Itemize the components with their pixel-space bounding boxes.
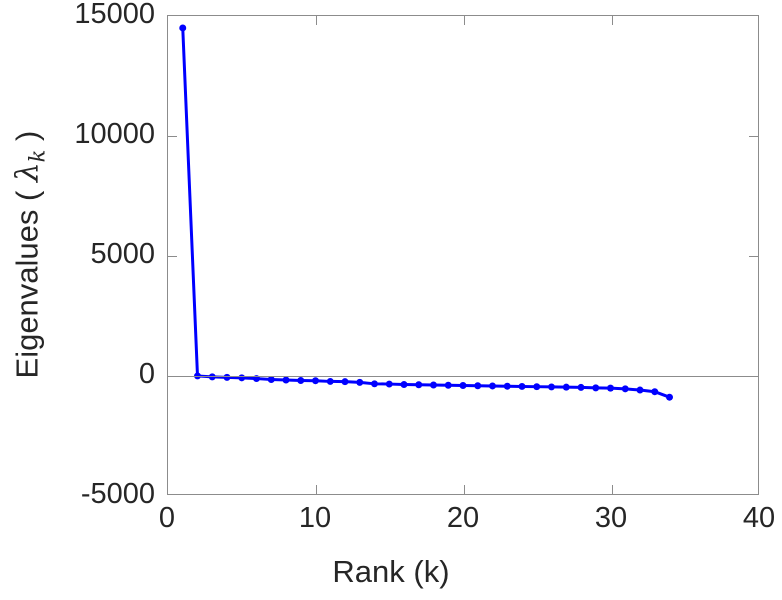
data-point: [666, 393, 673, 401]
y-axis-tick: [168, 256, 177, 257]
data-point: [533, 383, 541, 391]
data-point: [385, 380, 393, 388]
y-axis-tick-label: 0: [138, 358, 155, 390]
plot-area: [167, 15, 759, 495]
data-point: [179, 24, 187, 32]
data-point: [562, 383, 570, 391]
x-axis-label: Rank (k): [332, 554, 450, 589]
data-point: [341, 378, 349, 386]
eigenvalue-markers: [179, 24, 673, 401]
data-point: [651, 388, 659, 396]
data-point: [400, 381, 408, 389]
data-point: [415, 381, 423, 389]
x-axis-tick-label: 20: [446, 502, 480, 534]
y-axis-tick-label: 10000: [74, 118, 155, 150]
data-point: [444, 381, 452, 389]
x-axis-tick-label: 10: [298, 502, 332, 534]
zero-reference-line: [168, 376, 758, 377]
data-point: [607, 384, 614, 392]
data-point: [297, 376, 305, 384]
data-point: [548, 383, 555, 391]
data-point: [223, 373, 231, 381]
data-point: [267, 376, 275, 384]
y-axis-tick: [749, 256, 758, 257]
y-axis-tick-label: 5000: [90, 238, 155, 270]
data-series-layer: [179, 24, 673, 401]
x-axis-tick: [612, 485, 613, 494]
y-axis-label-suffix: ): [9, 131, 45, 151]
x-axis-tick-label: 0: [158, 502, 176, 534]
data-point: [489, 382, 496, 390]
x-axis-tick: [316, 16, 317, 25]
data-point: [194, 372, 201, 380]
data-point: [326, 377, 334, 385]
data-point: [577, 383, 585, 391]
y-axis-label-prefix: Eigenvalues (: [9, 182, 45, 379]
data-point: [282, 376, 290, 384]
y-axis-label: Eigenvalues ( λk ): [9, 131, 50, 379]
lambda-subscript: k: [25, 150, 50, 163]
y-axis-tick: [168, 136, 177, 137]
eigenvalue-line: [181, 26, 671, 399]
x-axis-tick: [464, 485, 465, 494]
x-axis-tick: [464, 16, 465, 25]
data-point: [356, 378, 364, 386]
data-point: [459, 382, 467, 389]
y-axis-tick-label: -5000: [80, 478, 155, 510]
data-point: [371, 380, 378, 388]
data-point: [312, 377, 319, 385]
y-axis-tick-label: 15000: [74, 0, 155, 30]
lambda-symbol: λ: [9, 162, 46, 183]
data-point: [636, 386, 644, 394]
data-point: [430, 381, 437, 389]
data-point: [621, 385, 629, 393]
data-point: [592, 384, 600, 392]
y-axis-tick: [749, 136, 758, 137]
data-point: [474, 382, 482, 390]
y-axis-tick: [168, 376, 177, 377]
x-axis-tick-label: 30: [594, 502, 628, 534]
data-point: [503, 382, 511, 390]
y-axis-label-container: Eigenvalues ( λk ): [0, 0, 60, 510]
x-axis-tick: [612, 16, 613, 25]
x-axis-tick: [316, 485, 317, 494]
data-point: [518, 382, 526, 390]
y-axis-tick: [749, 376, 758, 377]
x-axis-tick-label: 40: [742, 502, 776, 534]
